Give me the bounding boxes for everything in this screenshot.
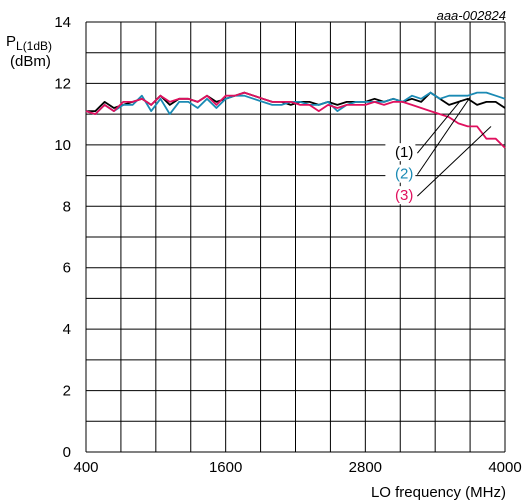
y-tick-label: 12: [54, 75, 71, 92]
x-tick-label: 4000: [488, 459, 521, 476]
y-axis-unit: (dBm): [10, 53, 51, 70]
y-tick-label: 2: [63, 383, 71, 400]
series-layer: [85, 91, 506, 149]
legend-label-bg: [385, 143, 416, 162]
legend-label-bg: [385, 164, 416, 183]
series-line-2: [85, 91, 506, 115]
series-line-3: [85, 91, 506, 149]
legend-leader-line: [416, 100, 462, 154]
x-tick-label: 2800: [349, 459, 382, 476]
legend-label-2: (2): [395, 166, 413, 183]
y-tick-label: 10: [54, 137, 71, 154]
legend-label-3: (3): [395, 187, 413, 204]
y-axis-label-main: P: [6, 33, 16, 50]
legend-label-1: (1): [395, 144, 413, 161]
legend-leader-line: [417, 126, 492, 197]
legend-label-bg: [385, 186, 416, 205]
y-tick-label: 4: [63, 321, 71, 338]
x-axis-label: LO frequency (MHz): [371, 484, 506, 501]
y-tick-label: 14: [54, 14, 71, 31]
x-tick-label: 1600: [209, 459, 242, 476]
grid: [85, 21, 506, 453]
y-tick-label: 8: [63, 198, 71, 215]
reference-label: aaa-002824: [437, 8, 506, 23]
y-axis-label-sub: L(1dB): [16, 39, 52, 53]
y-tick-label: 6: [63, 260, 71, 277]
y-tick-label: 0: [63, 444, 71, 461]
legend-layer: (1) (2) (3): [385, 96, 492, 205]
x-tick-label: 400: [73, 459, 98, 476]
y-axis-label: PL(1dB): [6, 33, 52, 53]
tick-labels: 400 1600 2800 4000 0 2 4 6 8 10 12 14: [54, 14, 521, 476]
legend-leader-line: [416, 96, 471, 175]
